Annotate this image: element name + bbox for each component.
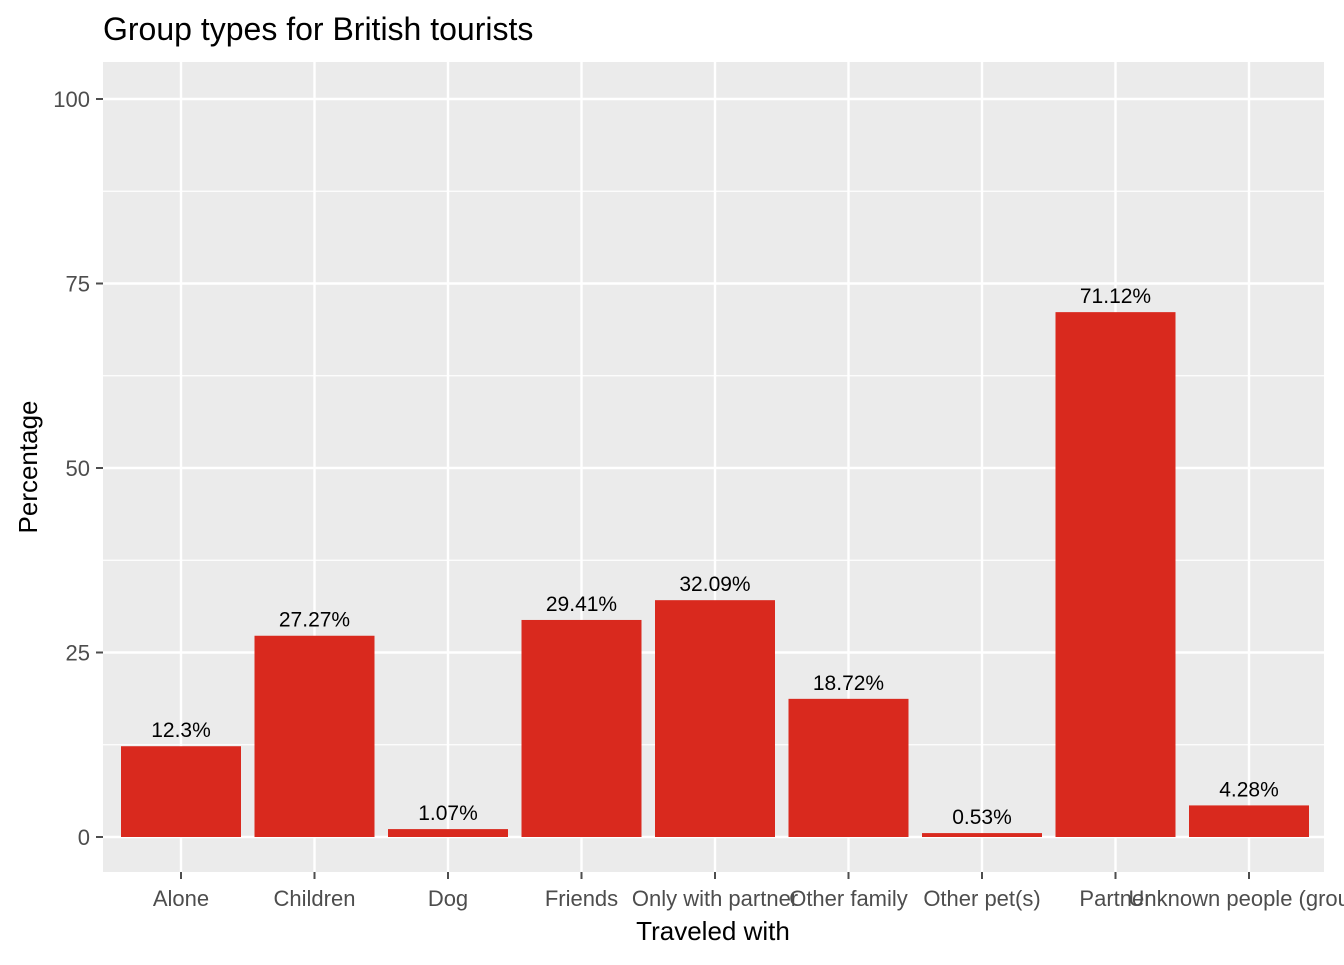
- bar: [788, 698, 909, 837]
- x-tick-label: Only with partner: [632, 886, 798, 911]
- y-tick-label: 100: [53, 87, 90, 112]
- data-label: 71.12%: [1080, 285, 1151, 308]
- x-tick-label: Friends: [545, 886, 618, 911]
- data-labels: 12.3% 27.27% 1.07% 29.41% 32.09% 18.72% 0.53% 7…: [151, 285, 1279, 829]
- y-axis-title: Percentage: [13, 401, 43, 534]
- data-label: 27.27%: [279, 609, 350, 632]
- data-label: 18.72%: [813, 672, 884, 695]
- x-tick-label: Alone: [153, 886, 209, 911]
- y-axis: 0 25 50 75 100: [53, 87, 103, 850]
- data-label: 0.53%: [952, 806, 1012, 829]
- x-axis-title: Traveled with: [636, 916, 790, 946]
- x-tick-label: Dog: [428, 886, 468, 911]
- x-axis: Alone Children Dog Friends Only with partner…: [153, 872, 1344, 911]
- bar: [655, 600, 775, 837]
- bar: [521, 619, 642, 837]
- data-label: 32.09%: [679, 573, 750, 596]
- bar: [254, 635, 375, 837]
- y-tick-label: 0: [78, 825, 90, 850]
- data-label: 1.07%: [418, 802, 478, 825]
- x-tick-label: Other family: [789, 886, 908, 911]
- data-label: 12.3%: [151, 719, 211, 742]
- y-tick-label: 25: [66, 641, 90, 666]
- y-tick-label: 50: [66, 456, 90, 481]
- bar: [388, 829, 508, 837]
- bar: [1055, 312, 1176, 837]
- x-tick-label: Other pet(s): [923, 886, 1040, 911]
- bar: [922, 833, 1042, 837]
- chart-title: Group types for British tourists: [103, 11, 533, 47]
- x-tick-label: Partner: [1079, 886, 1151, 911]
- x-tick-label: Unknown people (group): [1129, 886, 1344, 911]
- data-label: 4.28%: [1219, 778, 1279, 801]
- bars: [121, 312, 1309, 837]
- data-label: 29.41%: [546, 593, 617, 616]
- bar: [1189, 805, 1309, 837]
- bar: [121, 746, 241, 837]
- x-tick-label: Children: [274, 886, 356, 911]
- y-tick-label: 75: [66, 272, 90, 297]
